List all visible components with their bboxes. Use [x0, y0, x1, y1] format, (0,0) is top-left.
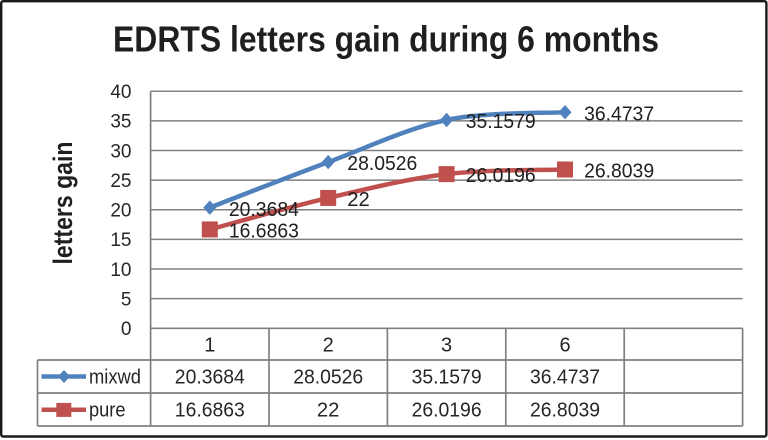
svg-text:0: 0 — [121, 319, 132, 340]
svg-text:pure: pure — [89, 400, 126, 422]
svg-text:20.3684: 20.3684 — [229, 199, 299, 221]
svg-text:26.8039: 26.8039 — [584, 161, 654, 183]
svg-text:2: 2 — [323, 334, 334, 356]
svg-text:36.4737: 36.4737 — [530, 367, 600, 389]
svg-text:3: 3 — [441, 334, 452, 356]
svg-text:5: 5 — [121, 289, 132, 310]
svg-text:10: 10 — [110, 260, 131, 281]
svg-text:16.6863: 16.6863 — [229, 221, 299, 243]
svg-text:26.0196: 26.0196 — [412, 400, 482, 422]
svg-text:28.0526: 28.0526 — [347, 153, 417, 175]
svg-text:22: 22 — [347, 189, 370, 211]
svg-text:30: 30 — [110, 141, 131, 162]
svg-text:1: 1 — [204, 334, 215, 356]
svg-text:EDRTS letters gain during 6 mo: EDRTS letters gain during 6 months — [113, 18, 659, 59]
svg-text:15: 15 — [110, 230, 131, 251]
svg-text:26.0196: 26.0196 — [466, 165, 536, 187]
svg-text:40: 40 — [110, 82, 131, 103]
svg-text:mixwd: mixwd — [89, 367, 141, 389]
svg-text:35.1579: 35.1579 — [412, 367, 482, 389]
svg-text:20.3684: 20.3684 — [175, 367, 245, 389]
svg-text:26.8039: 26.8039 — [530, 400, 600, 422]
svg-text:36.4737: 36.4737 — [584, 103, 654, 125]
svg-text:16.6863: 16.6863 — [175, 400, 245, 422]
svg-text:6: 6 — [559, 334, 570, 356]
svg-text:35: 35 — [110, 112, 131, 133]
svg-text:22: 22 — [317, 400, 340, 422]
svg-text:25: 25 — [110, 171, 131, 192]
svg-text:letters gain: letters gain — [48, 142, 78, 265]
svg-text:28.0526: 28.0526 — [293, 367, 363, 389]
svg-text:35.1579: 35.1579 — [466, 111, 536, 133]
svg-text:20: 20 — [110, 201, 131, 222]
